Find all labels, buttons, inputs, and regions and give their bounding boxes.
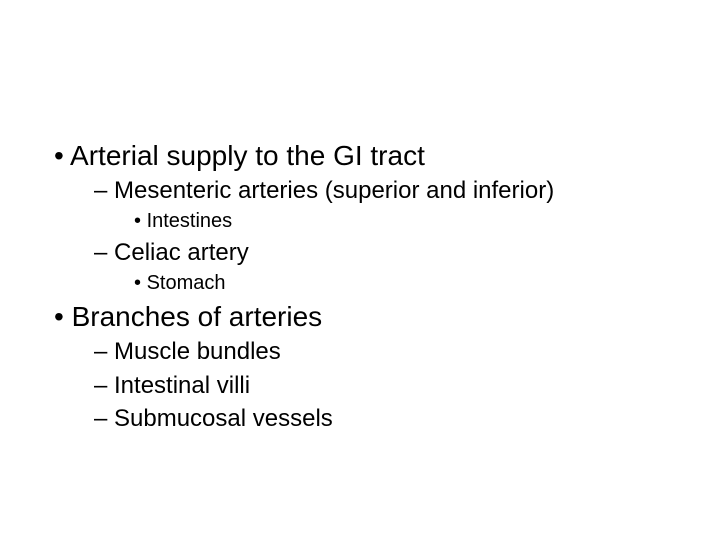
bullet-l3: Stomach bbox=[134, 270, 720, 297]
bullet-l2: Submucosal vessels bbox=[94, 403, 720, 434]
bullet-text: Celiac artery bbox=[114, 239, 249, 266]
bullet-l1: Arterial supply to the GI tract bbox=[54, 138, 720, 173]
bullet-text: Arterial supply to the GI tract bbox=[70, 140, 425, 171]
bullet-l2: Mesenteric arteries (superior and inferi… bbox=[94, 175, 720, 206]
bullet-text: Intestinal villi bbox=[114, 372, 250, 399]
bullet-l2: Intestinal villi bbox=[94, 370, 720, 401]
bullet-text: Intestines bbox=[147, 210, 233, 232]
bullet-l2: Muscle bundles bbox=[94, 336, 720, 367]
bullet-text: Stomach bbox=[147, 272, 226, 294]
bullet-text: Muscle bundles bbox=[114, 338, 281, 365]
bullet-text: Mesenteric arteries (superior and inferi… bbox=[114, 177, 554, 204]
slide: Arterial supply to the GI tract Mesenter… bbox=[0, 0, 720, 540]
bullet-text: Branches of arteries bbox=[72, 301, 323, 332]
bullet-text: Submucosal vessels bbox=[114, 405, 333, 432]
bullet-l2: Celiac artery bbox=[94, 237, 720, 268]
bullet-l3: Intestines bbox=[134, 208, 720, 235]
bullet-l1: Branches of arteries bbox=[54, 299, 720, 334]
